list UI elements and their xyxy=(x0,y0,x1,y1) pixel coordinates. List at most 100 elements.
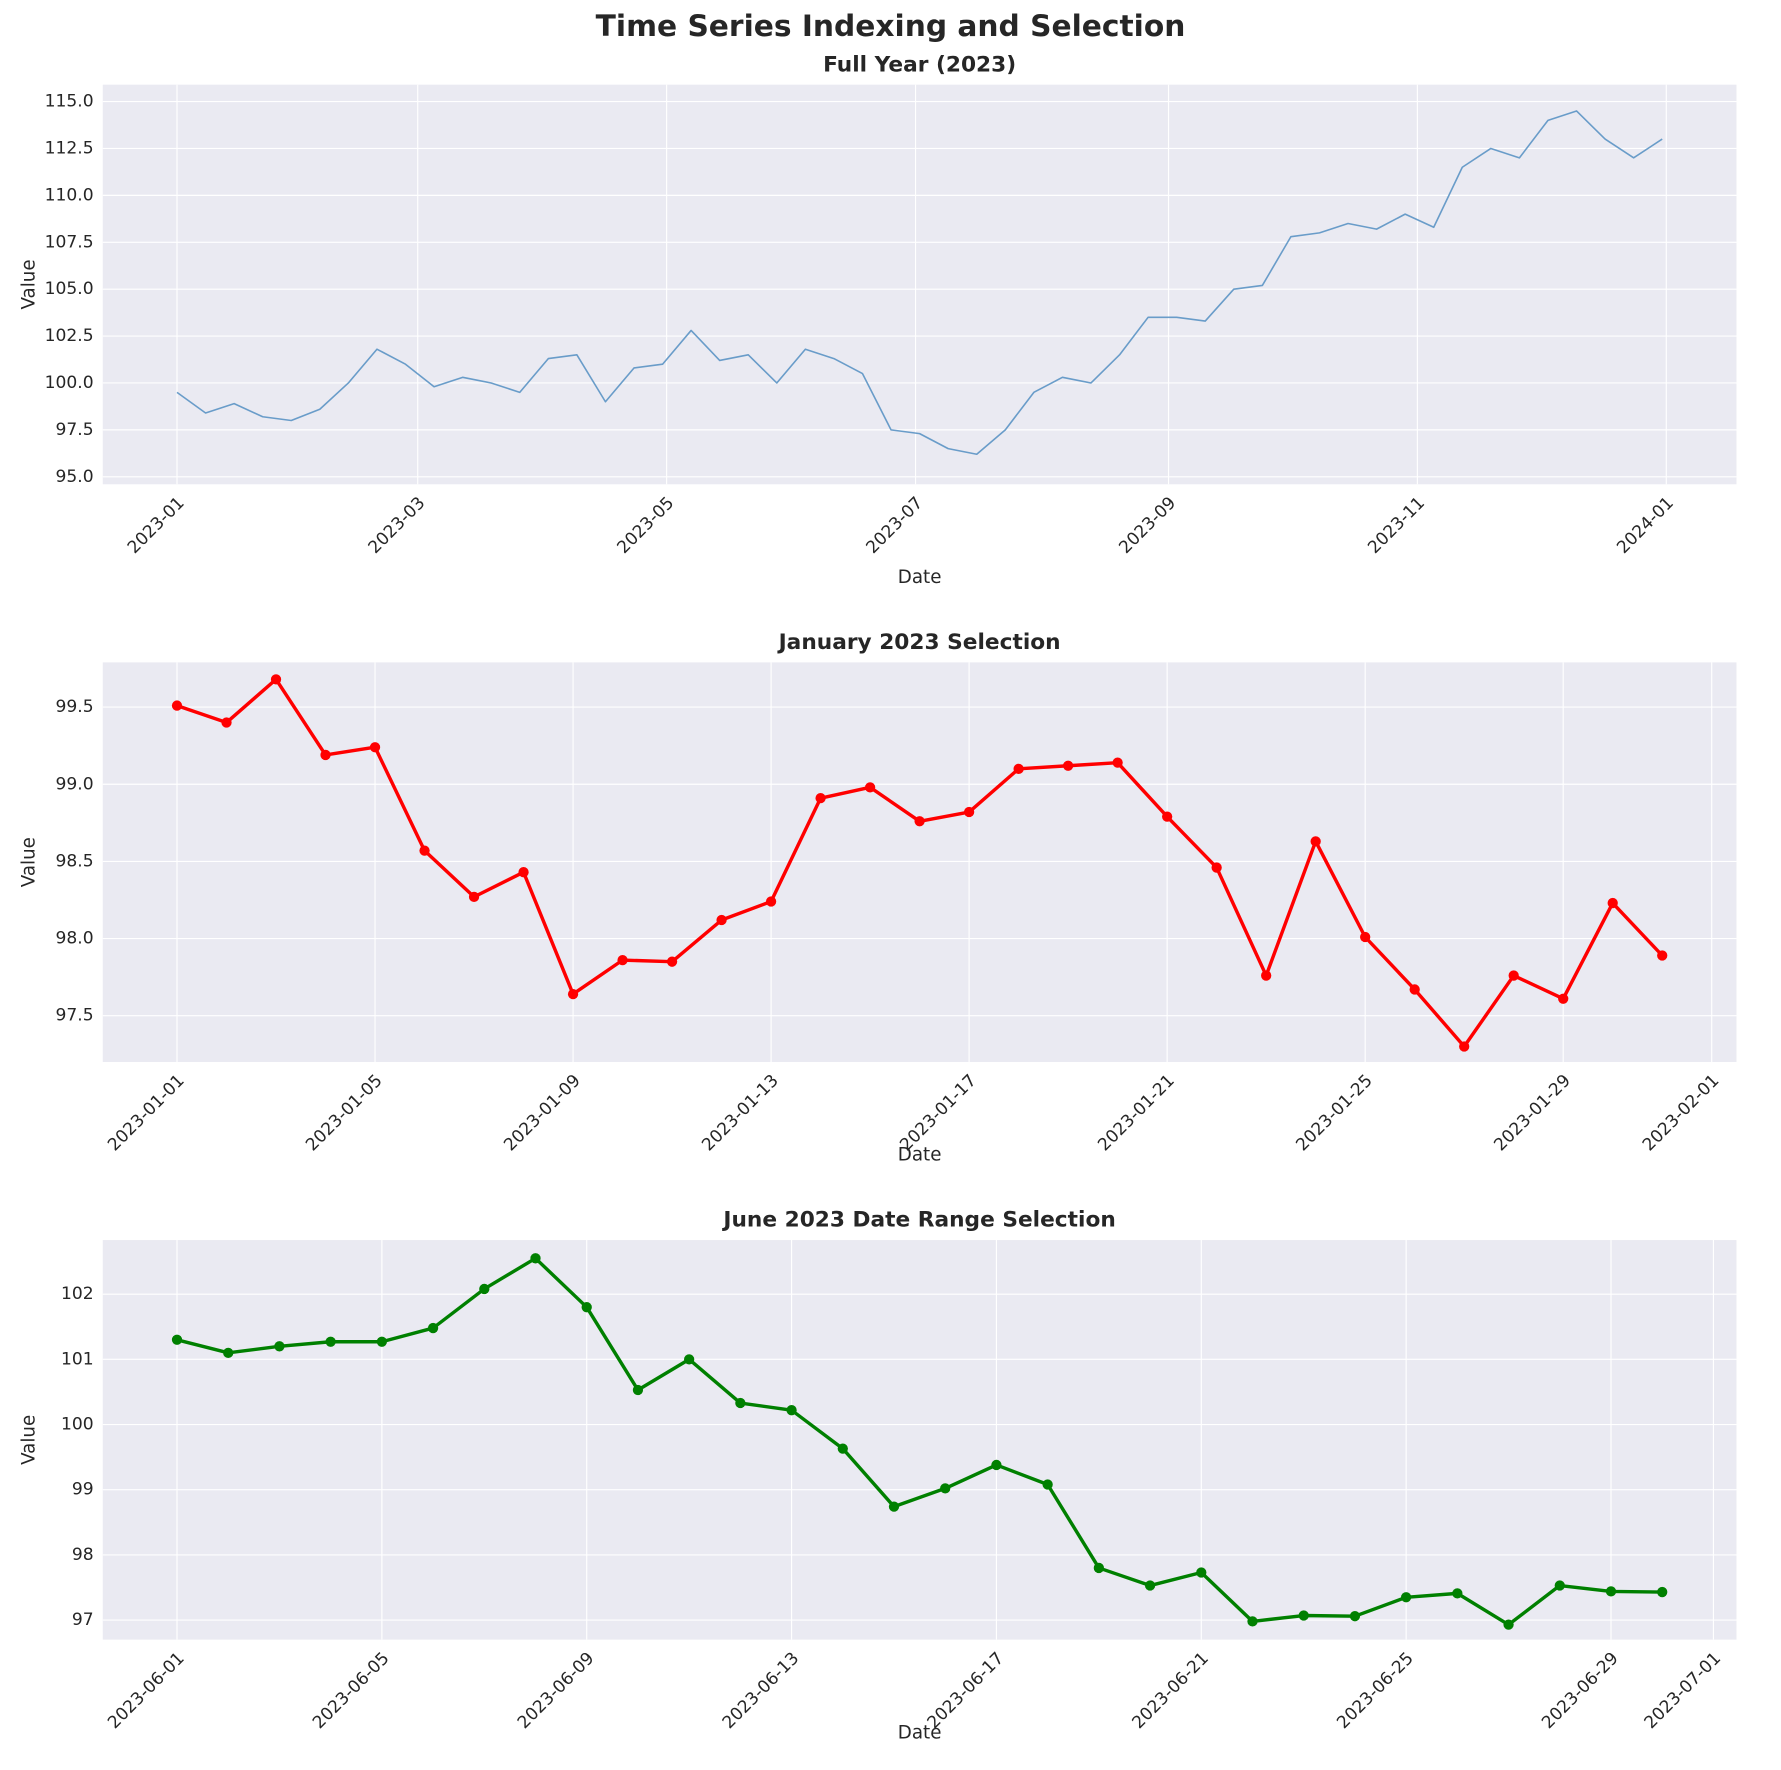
data-point xyxy=(171,1334,183,1345)
y-tick-label: 107.5 xyxy=(45,232,94,252)
data-point xyxy=(274,1341,285,1352)
x-axis-label: Date xyxy=(898,1145,942,1166)
y-tick-label: 98.5 xyxy=(56,851,94,871)
y-tick-label: 97 xyxy=(72,1610,94,1630)
data-point xyxy=(427,1322,439,1334)
data-point xyxy=(223,1347,234,1358)
data-point xyxy=(1247,1616,1258,1627)
data-point xyxy=(786,1405,797,1416)
data-point xyxy=(632,1384,644,1396)
data-point xyxy=(270,674,282,685)
data-point xyxy=(1093,1562,1104,1574)
data-point xyxy=(837,1443,848,1454)
x-tick-label: 2023-01-17 xyxy=(896,1071,980,1155)
data-point xyxy=(171,700,183,711)
y-axis-label: Value xyxy=(19,837,40,887)
x-tick-label: 2023-06-13 xyxy=(719,1649,803,1733)
data-point xyxy=(1401,1592,1412,1603)
x-tick-label: 2023-01-05 xyxy=(302,1071,386,1155)
data-point xyxy=(1558,993,1569,1004)
data-point xyxy=(1310,836,1321,847)
y-tick-label: 97.5 xyxy=(56,420,94,440)
data-point xyxy=(1112,757,1123,768)
data-point xyxy=(581,1302,592,1313)
data-point xyxy=(325,1336,336,1347)
x-tick-label: 2023-06-09 xyxy=(514,1649,598,1733)
data-point xyxy=(419,845,430,856)
data-point xyxy=(1013,763,1024,774)
chart-title: June 2023 Date Range Selection xyxy=(721,1208,1115,1233)
data-point xyxy=(666,956,678,967)
chart-title: Full Year (2023) xyxy=(823,52,1016,77)
x-tick-label: 2023-02-01 xyxy=(1639,1071,1723,1155)
y-tick-label: 102.5 xyxy=(45,326,94,346)
data-point xyxy=(1162,811,1173,822)
data-point xyxy=(1409,984,1420,995)
data-point xyxy=(716,914,727,926)
data-point xyxy=(468,891,480,903)
data-point xyxy=(1607,897,1618,909)
y-tick-label: 105.0 xyxy=(45,279,94,299)
y-tick-label: 100 xyxy=(61,1415,94,1435)
data-point xyxy=(1605,1586,1617,1597)
data-point xyxy=(376,1336,388,1347)
data-point xyxy=(991,1459,1002,1471)
data-point xyxy=(479,1283,490,1295)
data-point xyxy=(567,988,579,1000)
data-point xyxy=(320,749,331,761)
x-tick-label: 2023-06-01 xyxy=(104,1649,188,1733)
data-point xyxy=(1657,1586,1668,1598)
y-tick-label: 112.5 xyxy=(45,138,94,158)
data-point xyxy=(1062,760,1074,771)
series-line xyxy=(176,1256,1663,1627)
x-tick-label: 2023-06-21 xyxy=(1128,1649,1212,1733)
x-tick-label: 2023-01-25 xyxy=(1292,1071,1376,1155)
x-tick-label: 2023-06-05 xyxy=(309,1649,393,1733)
data-point xyxy=(1261,970,1272,981)
y-tick-label: 115.0 xyxy=(45,92,94,112)
x-tick-label: 2023-11 xyxy=(1364,493,1429,558)
data-point xyxy=(1459,1041,1470,1052)
data-point xyxy=(735,1397,746,1409)
x-axis-label: Date xyxy=(898,1722,942,1743)
x-tick-label: 2023-06-17 xyxy=(924,1649,1008,1733)
data-point xyxy=(530,1253,541,1264)
data-point xyxy=(617,954,628,966)
x-tick-label: 2023-01-13 xyxy=(698,1071,782,1155)
data-point xyxy=(914,816,925,827)
x-tick-label: 2023-01-01 xyxy=(104,1071,188,1155)
data-point xyxy=(815,793,826,804)
data-point xyxy=(1042,1479,1053,1490)
data-point xyxy=(765,896,777,907)
y-tick-label: 110.0 xyxy=(45,185,94,205)
y-tick-label: 102 xyxy=(61,1284,94,1304)
y-axis-label: Value xyxy=(19,259,40,309)
data-point xyxy=(1196,1567,1207,1578)
x-tick-label: 2023-01 xyxy=(124,493,189,558)
y-axis-label: Value xyxy=(19,1415,40,1465)
x-tick-label: 2023-01-09 xyxy=(500,1071,584,1155)
y-tick-label: 101 xyxy=(61,1349,94,1369)
x-tick-label: 2023-06-29 xyxy=(1538,1649,1622,1733)
x-tick-label: 2023-07-01 xyxy=(1641,1649,1725,1733)
data-point xyxy=(864,782,876,793)
x-tick-label: 2023-01-29 xyxy=(1490,1071,1574,1155)
figure-title: Time Series Indexing and Selection xyxy=(596,8,1186,43)
x-tick-label: 2023-03 xyxy=(365,493,430,558)
y-tick-label: 99.5 xyxy=(56,697,94,717)
data-point xyxy=(940,1483,951,1494)
data-point xyxy=(1554,1580,1565,1591)
data-point xyxy=(963,806,975,818)
data-point xyxy=(1508,970,1519,981)
plot-area xyxy=(102,662,1737,1062)
x-tick-label: 2024-01 xyxy=(1613,493,1678,558)
y-tick-label: 99 xyxy=(72,1480,94,1500)
data-point xyxy=(518,867,529,878)
x-tick-label: 2023-01-21 xyxy=(1094,1071,1178,1155)
x-tick-label: 2023-07 xyxy=(862,493,927,558)
series-line xyxy=(176,110,1663,456)
plot-area xyxy=(102,84,1737,485)
data-point xyxy=(1503,1619,1514,1630)
